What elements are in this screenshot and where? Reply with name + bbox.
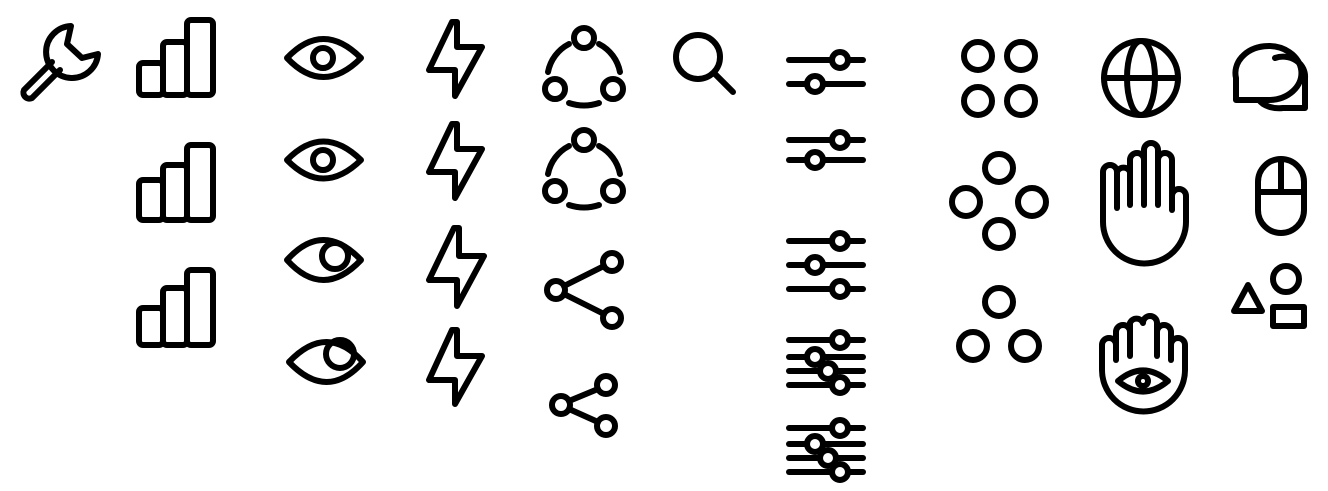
circles-triangle-icon: [542, 25, 626, 109]
sliders-icon: [786, 417, 866, 483]
signal-bars-icon: [136, 17, 216, 98]
circles-triangle-icon: [542, 127, 626, 211]
hamsa-hand-icon: [1099, 313, 1188, 415]
four-circles-diamond-icon: [949, 151, 1049, 251]
eye-icon: [284, 237, 364, 283]
share-icon: [549, 373, 618, 438]
lightning-bolt-icon: [426, 225, 487, 309]
sliders-icon: [786, 329, 866, 396]
globe-icon: [1101, 38, 1181, 118]
chat-bubbles-icon: [1232, 43, 1309, 112]
four-circles-icon: [961, 39, 1038, 118]
wrench-icon: [20, 23, 101, 102]
eye-icon: [284, 138, 364, 182]
lightning-bolt-icon: [426, 19, 485, 99]
sliders-icon: [786, 129, 866, 171]
three-circles-icon: [956, 285, 1042, 363]
lightning-bolt-icon: [426, 327, 485, 407]
eye-icon: [286, 337, 366, 385]
sliders-icon: [786, 230, 866, 300]
signal-bars-icon: [136, 267, 216, 348]
lightning-bolt-icon: [426, 121, 485, 201]
signal-bars-icon: [136, 142, 216, 223]
mouse-icon: [1255, 156, 1307, 236]
search-icon: [673, 32, 736, 95]
hand-icon: [1100, 140, 1189, 267]
sliders-icon: [786, 49, 866, 95]
eye-icon: [284, 36, 364, 80]
shapes-icon: [1231, 263, 1307, 329]
share-icon: [544, 250, 624, 330]
